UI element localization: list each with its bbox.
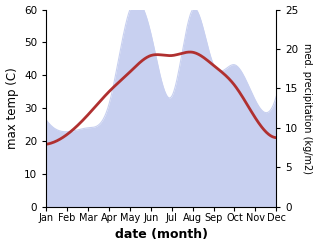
- Y-axis label: med. precipitation (kg/m2): med. precipitation (kg/m2): [302, 42, 313, 174]
- Y-axis label: max temp (C): max temp (C): [5, 67, 18, 149]
- X-axis label: date (month): date (month): [115, 228, 208, 242]
